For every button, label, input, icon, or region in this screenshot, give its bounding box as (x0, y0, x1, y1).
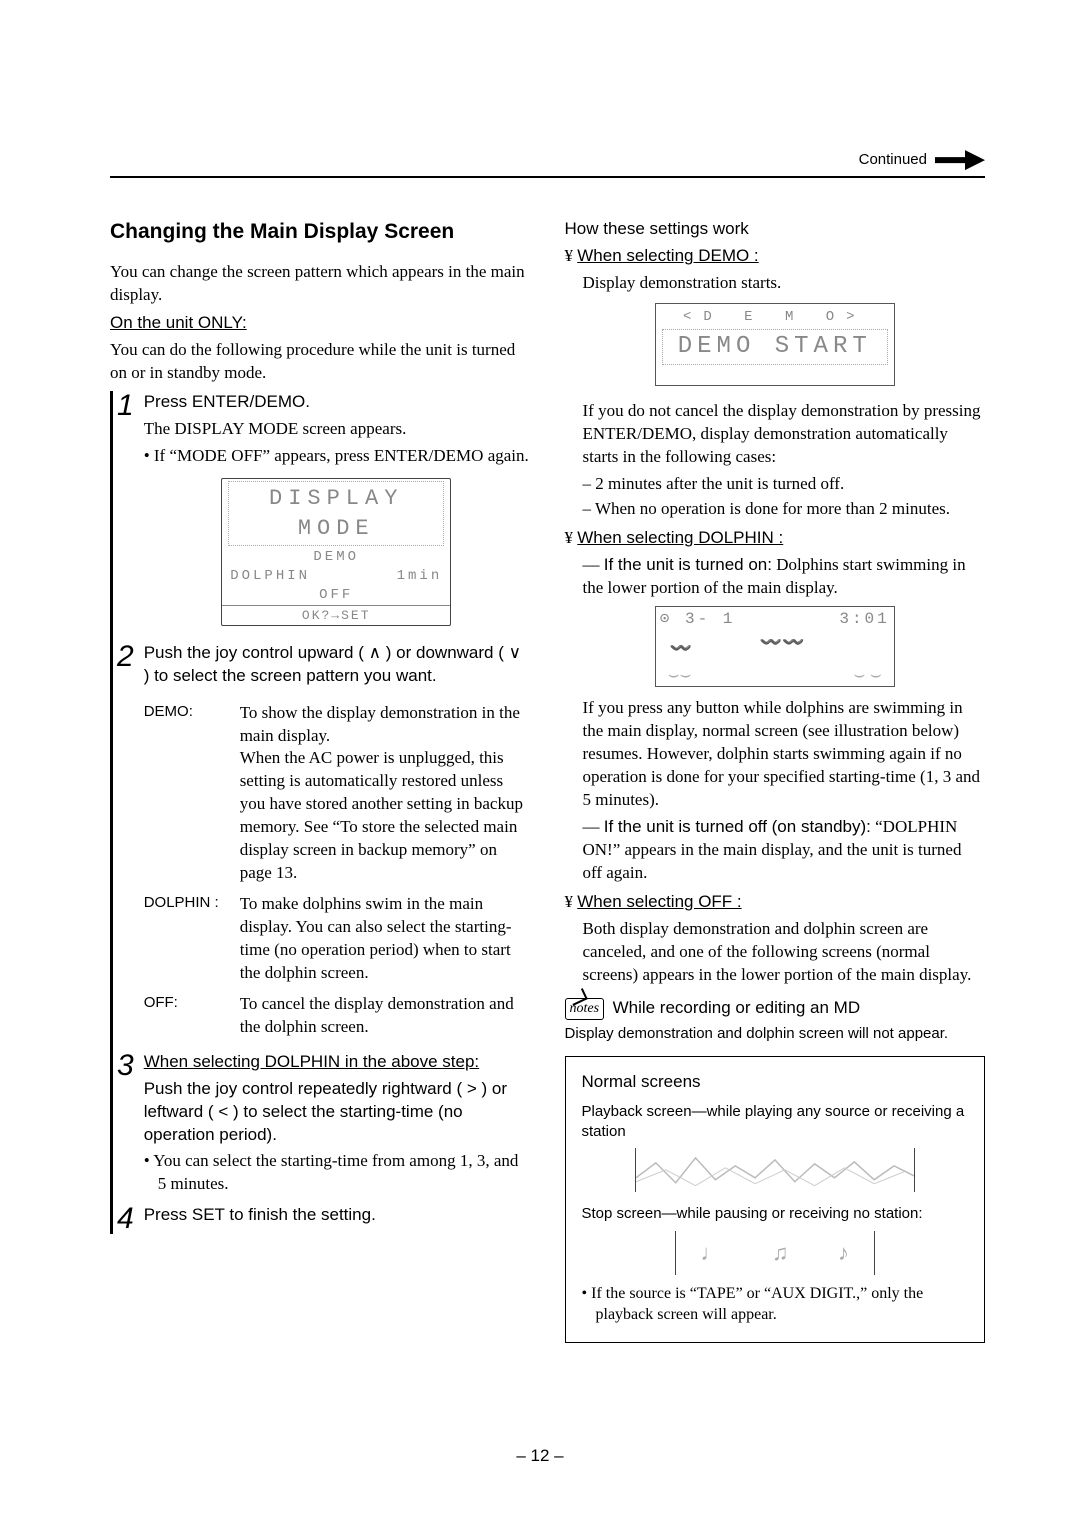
horizontal-rule (110, 176, 985, 178)
page-number: – 12 – (0, 1445, 1080, 1468)
box-footnote: If the source is “TAPE” or “AUX DIGIT.,”… (582, 1283, 969, 1326)
option-demo-label: DEMO: (144, 702, 240, 886)
playback-waveform-icon (635, 1148, 915, 1192)
step-2-label-c: ) to select the screen pattern you want. (144, 666, 437, 685)
lcd-title: DISPLAY MODE (228, 481, 444, 546)
option-dolphin-label: DOLPHIN : (144, 893, 240, 985)
music-note-icon: ♪ (838, 1238, 849, 1268)
intro-text: You can change the screen pattern which … (110, 261, 531, 307)
music-note-icon: ♫ (772, 1238, 789, 1268)
off-paragraph: Both display demonstration and dolphin s… (565, 918, 986, 987)
playback-a: Playback screen (582, 1103, 692, 1120)
demo-bullet-1: 2 minutes after the unit is turned off. (583, 473, 986, 496)
demo-starts-text: Display demonstration starts. (565, 272, 986, 295)
lcd-dolphin: DOLPHIN (230, 567, 310, 586)
step-2-label-b: ) or downward ( (386, 643, 504, 662)
on-unit-text: You can do the following procedure while… (110, 339, 531, 385)
wave-icon: ⌣⌣ (668, 662, 692, 686)
lcd-demo-big: DEMO START (662, 329, 888, 365)
when-selecting-demo: When selecting DEMO : (577, 246, 758, 265)
lcd-dolphin-time: 3:01 (839, 609, 889, 631)
when-selecting-off: When selecting OFF : (577, 892, 741, 911)
note-text: Display demonstration and dolphin screen… (565, 1024, 986, 1044)
step-3-bullet: You can select the starting-time from am… (144, 1150, 531, 1196)
stop-screen-icon: ♩ ♫ ♪ (675, 1231, 875, 1275)
notes-icon: notes (565, 998, 605, 1020)
demo-paragraph: If you do not cancel the display demonst… (565, 400, 986, 469)
option-demo-text: To show the display demonstration in the… (240, 702, 531, 886)
step-2-number: 2 (117, 642, 134, 1047)
step-3-a: Push the joy control repeatedly rightwar… (144, 1079, 462, 1098)
dolphin-icon: 〰️ (670, 636, 692, 660)
section-title: Changing the Main Display Screen (110, 218, 531, 246)
step-3-heading: When selecting DOLPHIN in the above step… (144, 1051, 531, 1074)
step-4-label: Press SET to finish the setting. (144, 1204, 376, 1227)
lcd-time: 1min (397, 567, 443, 586)
dolphin-off-a: If the unit is turned off (on standby): (604, 817, 871, 836)
left-icon: < (218, 1102, 228, 1121)
display-mode-screen: DISPLAY MODE DEMO DOLPHIN 1min OFF OK?→SE… (221, 478, 451, 626)
lcd-off: OFF (222, 586, 450, 605)
dolphin-on-a: If the unit is turned on: (604, 555, 772, 574)
step-1-bullet: If “MODE OFF” appears, press ENTER/DEMO … (144, 445, 529, 468)
dolphin-icon: 〰️〰️ (760, 630, 805, 654)
step-1-text: The DISPLAY MODE screen appears. (144, 418, 529, 441)
right-icon: > (467, 1079, 477, 1098)
when-selecting-dolphin: When selecting DOLPHIN : (577, 528, 783, 547)
option-off-text: To cancel the display demonstration and … (240, 993, 531, 1039)
dolphin-screen: ⊙ 3- 1 3:01 〰️ 〰️〰️ ⌣⌣ ⌣ ⌣ (655, 606, 895, 688)
step-bar-icon (110, 391, 113, 1234)
option-dolphin-text: To make dolphins swim in the main displa… (240, 893, 531, 985)
on-unit-only-heading: On the unit ONLY: (110, 313, 247, 332)
step-4-number: 4 (117, 1204, 134, 1234)
dolphin-paragraph: If you press any button while dolphins a… (565, 697, 986, 812)
stop-a: Stop screen (582, 1205, 662, 1222)
normal-screens-box: Normal screens Playback screen—while pla… (565, 1056, 986, 1343)
continued-arrow-icon (935, 150, 985, 170)
lcd-demo: DEMO (222, 548, 450, 567)
how-settings-work-heading: How these settings work (565, 218, 986, 241)
up-icon: ∧ (369, 643, 381, 662)
demo-start-screen: <D E M O> DEMO START (655, 303, 895, 386)
box-title: Normal screens (582, 1071, 969, 1094)
lcd-demo-small: <D E M O> (660, 308, 890, 327)
step-2-label-a: Push the joy control upward ( (144, 643, 364, 662)
demo-bullet-2: When no operation is done for more than … (583, 498, 986, 521)
continued-label: Continued (859, 150, 927, 170)
stop-b: —while pausing or receiving no station: (662, 1205, 923, 1222)
lcd-ok: OK?→SET (222, 605, 450, 625)
music-note-icon: ♩ (701, 1238, 723, 1268)
option-off-label: OFF: (144, 993, 240, 1039)
step-3-number: 3 (117, 1051, 134, 1199)
wave-icon: ⌣ ⌣ (854, 662, 882, 686)
step-1-label: Press ENTER/DEMO. (144, 392, 310, 411)
lcd-dolphin-track: ⊙ 3- 1 (660, 609, 736, 631)
step-1-number: 1 (117, 391, 134, 637)
note-title: While recording or editing an MD (613, 998, 861, 1017)
down-icon: ∨ (509, 643, 521, 662)
